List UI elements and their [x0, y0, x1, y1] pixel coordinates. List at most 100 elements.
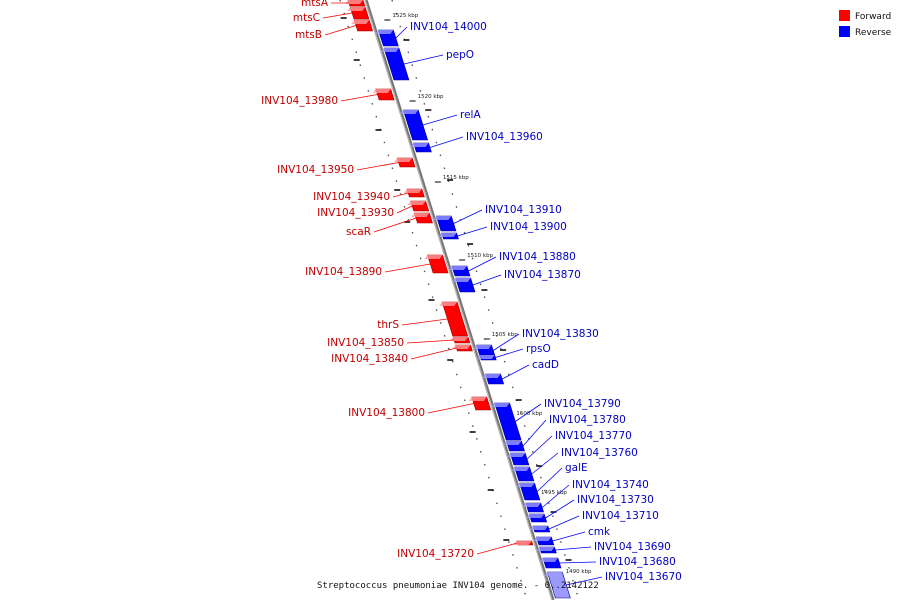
forward-gene-label: mtsA — [301, 0, 329, 9]
forward-gene-label: mtsC — [293, 12, 320, 24]
tick-label: 1525 kbp — [392, 13, 418, 19]
reverse-gene-label: cmk — [588, 526, 611, 538]
forward-gene-label: INV104_13930 — [317, 207, 394, 219]
forward-leader-line — [392, 192, 409, 198]
reverse-leader-line — [429, 136, 464, 148]
forward-gene-feature — [351, 19, 374, 32]
reverse-gene-label: INV104_13680 — [599, 556, 676, 568]
reverse-gene-feature — [516, 482, 541, 501]
reverse-leader-line — [501, 364, 530, 380]
forward-leader-line — [356, 162, 399, 171]
reverse-gene-label: cadD — [532, 359, 559, 371]
forward-leader-line — [340, 94, 378, 102]
reverse-leader-line — [472, 274, 502, 286]
backbone-line — [364, 0, 555, 600]
label-leader-lines — [322, 2, 603, 586]
forward-leader-line — [410, 347, 457, 360]
reverse-gene-feature — [526, 513, 548, 523]
reverse-gene-feature — [529, 525, 551, 533]
forward-gene-label: INV104_13720 — [397, 548, 474, 560]
reverse-gene-label: INV104_13690 — [594, 541, 671, 553]
forward-leader-line — [322, 12, 353, 19]
forward-gene-feature — [513, 540, 534, 546]
reverse-legend-label: Reverse — [855, 28, 892, 38]
reverse-gene-label: INV104_13790 — [544, 398, 621, 410]
reverse-gene-feature — [375, 29, 399, 47]
tick-label: 1520 kbp — [418, 94, 444, 100]
forward-leader-line — [427, 403, 474, 414]
reverse-gene-label: INV104_13880 — [499, 251, 576, 263]
legend: Forward Reverse — [839, 10, 892, 38]
reverse-leader-line — [495, 348, 524, 358]
reverse-gene-label: INV104_13960 — [466, 131, 543, 143]
reverse-leader-line — [541, 484, 570, 508]
reverse-leader-line — [548, 515, 580, 530]
forward-gene-feature — [424, 254, 449, 274]
reverse-gene-feature — [438, 232, 459, 240]
reverse-gene-label: INV104_13760 — [561, 447, 638, 459]
forward-gene-label: INV104_13980 — [261, 95, 338, 107]
reverse-leader-line — [457, 226, 488, 237]
reverse-leader-line — [422, 114, 458, 126]
reverse-gene-feature — [476, 354, 497, 361]
reverse-gene-feature — [511, 466, 535, 482]
reverse-gene-label: INV104_13740 — [572, 479, 649, 491]
reverse-leader-line — [403, 54, 444, 65]
reverse-leader-line — [395, 26, 408, 39]
tick-label: 1505 kbp — [492, 332, 518, 338]
reverse-gene-feature — [491, 402, 522, 441]
reverse-gene-feature — [452, 277, 476, 293]
reverse-gene-feature — [448, 265, 471, 277]
tick-label: 1490 kbp — [566, 569, 592, 575]
reverse-leader-line — [531, 452, 559, 475]
reverse-leader-line — [493, 333, 520, 351]
forward-gene-label: INV104_13850 — [327, 337, 404, 349]
reverse-leader-line — [526, 435, 553, 460]
forward-gene-label: INV104_13840 — [331, 353, 408, 365]
genome-backbone — [364, 0, 555, 600]
tick-label: 1495 kbp — [541, 490, 567, 496]
reverse-gene-feature — [400, 109, 429, 141]
forward-gene-label: INV104_13890 — [305, 266, 382, 278]
reverse-leader-line — [468, 256, 497, 272]
kbp-ticks: 1525 kbp 1520 kbp 1515 kbp 1510 kbp 1505 kbp… — [340, 13, 592, 577]
reverse-gene-label: INV104_13710 — [582, 510, 659, 522]
reverse-gene-label: INV104_13780 — [549, 414, 626, 426]
backbone-highlight — [364, 0, 553, 600]
reverse-leader-line — [453, 209, 483, 224]
reverse-leader-line — [552, 531, 586, 542]
forward-leader-line — [373, 217, 417, 233]
reverse-gene-label: pepO — [446, 49, 474, 61]
tick-label: 1510 kbp — [467, 253, 493, 259]
forward-gene-feature — [452, 344, 473, 352]
reverse-gene-feature — [482, 373, 505, 385]
forward-gene-feature — [468, 396, 492, 411]
map-caption: Streptococcus pneumoniae INV104 genome. … — [317, 581, 599, 591]
reverse-leader-line — [515, 403, 542, 422]
forward-gene-feature — [345, 0, 366, 7]
reverse-leader-line — [566, 576, 603, 586]
forward-gene-feature — [347, 6, 370, 20]
forward-legend-swatch — [839, 10, 850, 21]
gene-features — [345, 0, 571, 599]
reverse-gene-label: relA — [460, 109, 481, 121]
reverse-gene-feature — [539, 557, 562, 569]
forward-gene-feature — [407, 200, 430, 212]
reverse-gene-label: INV104_13870 — [504, 269, 581, 281]
forward-leader-line — [396, 205, 413, 214]
forward-legend-label: Forward — [855, 12, 891, 22]
reverse-legend-swatch — [839, 26, 850, 37]
forward-gene-feature — [411, 212, 433, 224]
reverse-gene-label: INV104_13900 — [490, 221, 567, 233]
guide-dot-line — [391, 0, 580, 600]
reverse-gene-feature — [522, 502, 544, 513]
reverse-gene-label: galE — [565, 462, 588, 474]
forward-gene-feature — [450, 336, 471, 344]
forward-leader-line — [401, 318, 448, 326]
forward-gene-label: INV104_13800 — [348, 407, 425, 419]
forward-leader-line — [324, 25, 357, 36]
forward-gene-label: scaR — [346, 226, 371, 238]
reverse-gene-label: INV104_14000 — [410, 21, 487, 33]
reverse-gene-feature — [507, 452, 530, 466]
